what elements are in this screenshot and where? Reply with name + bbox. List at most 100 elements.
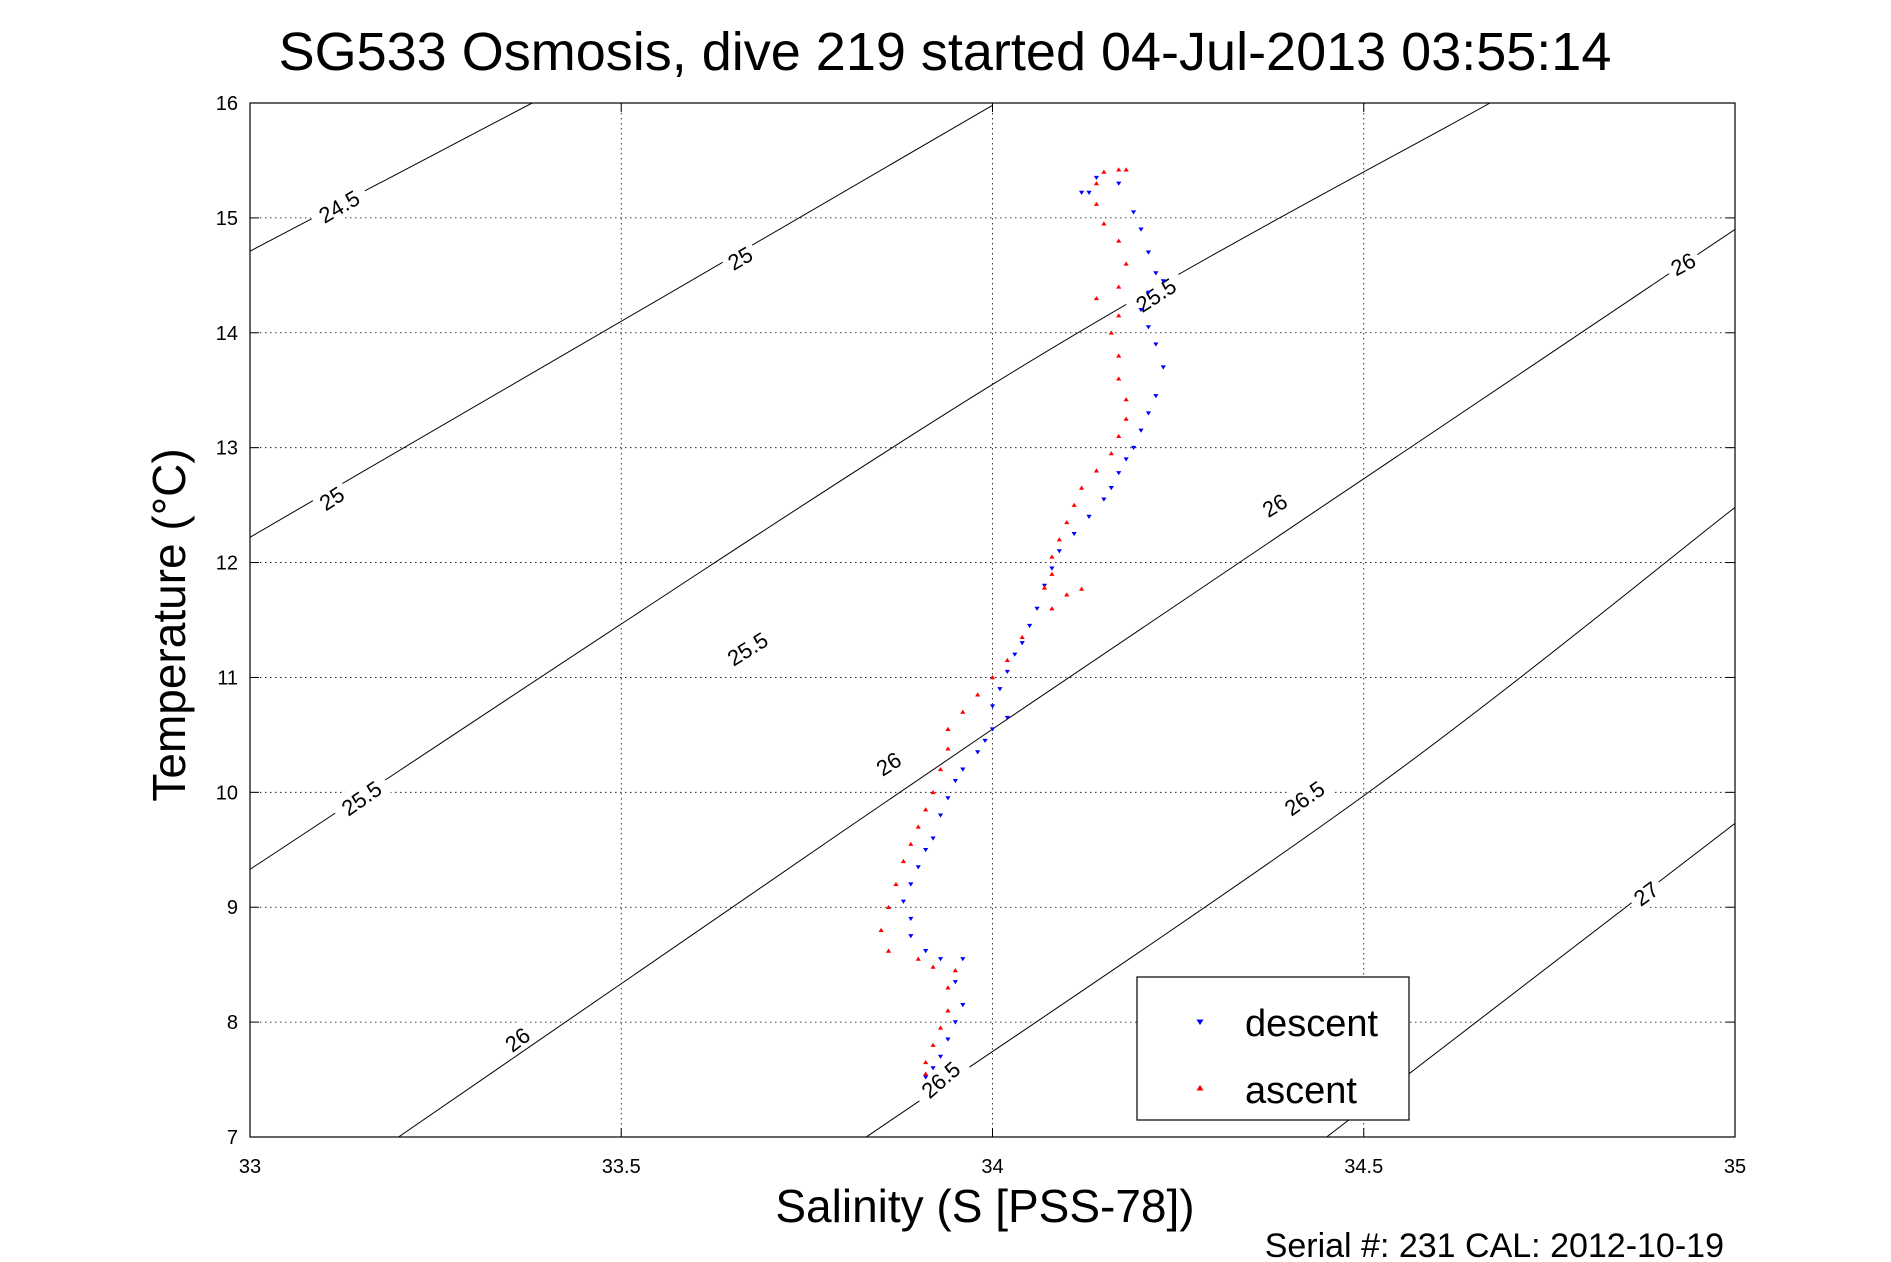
y-tick-label: 14 — [216, 323, 238, 345]
ascent-point — [945, 985, 951, 990]
ascent-point — [885, 904, 892, 910]
descent-point — [960, 957, 966, 962]
ascent-point — [1079, 485, 1085, 490]
descent-point — [1130, 210, 1137, 215]
descent-point — [1093, 175, 1100, 181]
ascent-point — [1004, 657, 1010, 663]
descent-point — [937, 957, 944, 962]
density-contour-line — [865, 507, 1735, 1137]
descent-point — [945, 1037, 951, 1042]
descent-point — [1145, 411, 1152, 416]
contour-label-background — [306, 179, 372, 232]
descent-point — [952, 1020, 958, 1025]
chart-title: SG533 Osmosis, dive 219 started 04-Jul-2… — [279, 22, 1612, 82]
contour-label: 25.5 — [1123, 266, 1188, 322]
series-descent — [900, 175, 1166, 1080]
ascent-point — [1041, 585, 1048, 590]
legend-marker-ascent — [1196, 1084, 1204, 1091]
ascent-point — [878, 927, 884, 933]
descent-point — [975, 750, 981, 755]
contour-label-background — [1661, 243, 1704, 283]
ascent-point — [1116, 376, 1122, 381]
ascent-point — [930, 1042, 936, 1047]
ascent-point — [1093, 468, 1100, 473]
descent-point — [1116, 181, 1122, 186]
descent-point — [923, 949, 929, 954]
ascent-point — [1123, 397, 1129, 402]
ascent-point — [908, 841, 914, 846]
descent-point — [1012, 652, 1018, 657]
descent-point — [1004, 715, 1010, 720]
contour-label-background — [495, 1017, 539, 1060]
descent-point — [952, 779, 958, 784]
descent-point — [1153, 271, 1159, 276]
ascent-point — [945, 1008, 951, 1013]
descent-point — [1086, 514, 1092, 519]
ascent-point — [893, 881, 899, 887]
descent-point — [989, 727, 996, 732]
ascent-point — [960, 709, 966, 714]
ascent-point — [1116, 238, 1122, 243]
descent-point — [1086, 190, 1092, 195]
contour-label-background — [1271, 769, 1336, 826]
legend-box — [1136, 976, 1410, 1121]
y-tick-label: 7 — [227, 1127, 238, 1149]
ascent-point — [1116, 284, 1122, 289]
descent-point — [937, 813, 944, 818]
calibration-footer: Serial #: 231 CAL: 2012-10-19 — [1265, 1227, 1724, 1262]
descent-point — [923, 847, 929, 853]
descent-point — [1130, 445, 1137, 451]
descent-point — [989, 704, 996, 709]
descent-point — [982, 738, 988, 743]
ascent-point — [1049, 571, 1055, 576]
ascent-point — [945, 746, 951, 751]
contour-label-background — [1623, 872, 1667, 914]
x-tick-label: 34 — [981, 1156, 1003, 1178]
ascent-point — [930, 789, 936, 795]
y-tick-label: 8 — [227, 1012, 238, 1034]
ascent-point — [885, 948, 892, 953]
ascent-point — [930, 964, 936, 969]
ascent-point — [1064, 520, 1070, 525]
series-ascent — [878, 167, 1129, 1076]
ascent-point — [937, 1025, 944, 1030]
ascent-point — [1049, 554, 1055, 559]
descent-point — [1049, 566, 1055, 571]
x-tick-label: 33.5 — [602, 1156, 641, 1178]
ascent-point — [1108, 330, 1114, 335]
descent-point — [908, 882, 914, 887]
ascent-point — [1108, 451, 1114, 456]
descent-point — [923, 1075, 929, 1080]
y-tick-label: 16 — [216, 93, 238, 115]
y-tick-label: 12 — [216, 553, 238, 575]
contour-label: 26.5 — [908, 1049, 972, 1109]
ascent-point — [923, 1071, 929, 1076]
density-contour-line — [250, 104, 993, 538]
axes-background — [250, 103, 1735, 1137]
descent-point — [1004, 669, 1010, 675]
ascent-point — [989, 675, 996, 680]
ascent-point — [1049, 606, 1055, 611]
ascent-point — [1093, 295, 1100, 301]
ascent-point — [923, 1059, 929, 1065]
ascent-point — [1093, 201, 1100, 206]
y-tick-labels: 7 8 9 10 11 12 13 14 15 16 — [216, 93, 238, 1149]
density-contour-line — [250, 103, 1491, 870]
y-tick-label: 15 — [216, 208, 238, 230]
density-contour-line — [398, 228, 1735, 1137]
y-axis-label: Temperature (°C) — [143, 448, 195, 801]
descent-point — [908, 934, 914, 939]
contour-label-background — [908, 1049, 972, 1109]
legend-label-descent: descent — [1245, 1003, 1379, 1045]
contour-label-background — [866, 742, 910, 783]
descent-point — [930, 836, 936, 841]
ascent-point — [915, 824, 921, 829]
descent-point — [1056, 549, 1062, 554]
ascent-point — [915, 956, 921, 961]
descent-point — [997, 687, 1003, 692]
legend-label-ascent: ascent — [1245, 1070, 1357, 1112]
contour-label-background — [328, 769, 393, 826]
descent-point — [1160, 365, 1166, 370]
descent-point — [1145, 250, 1152, 255]
x-tick-label: 35 — [1724, 1156, 1746, 1178]
